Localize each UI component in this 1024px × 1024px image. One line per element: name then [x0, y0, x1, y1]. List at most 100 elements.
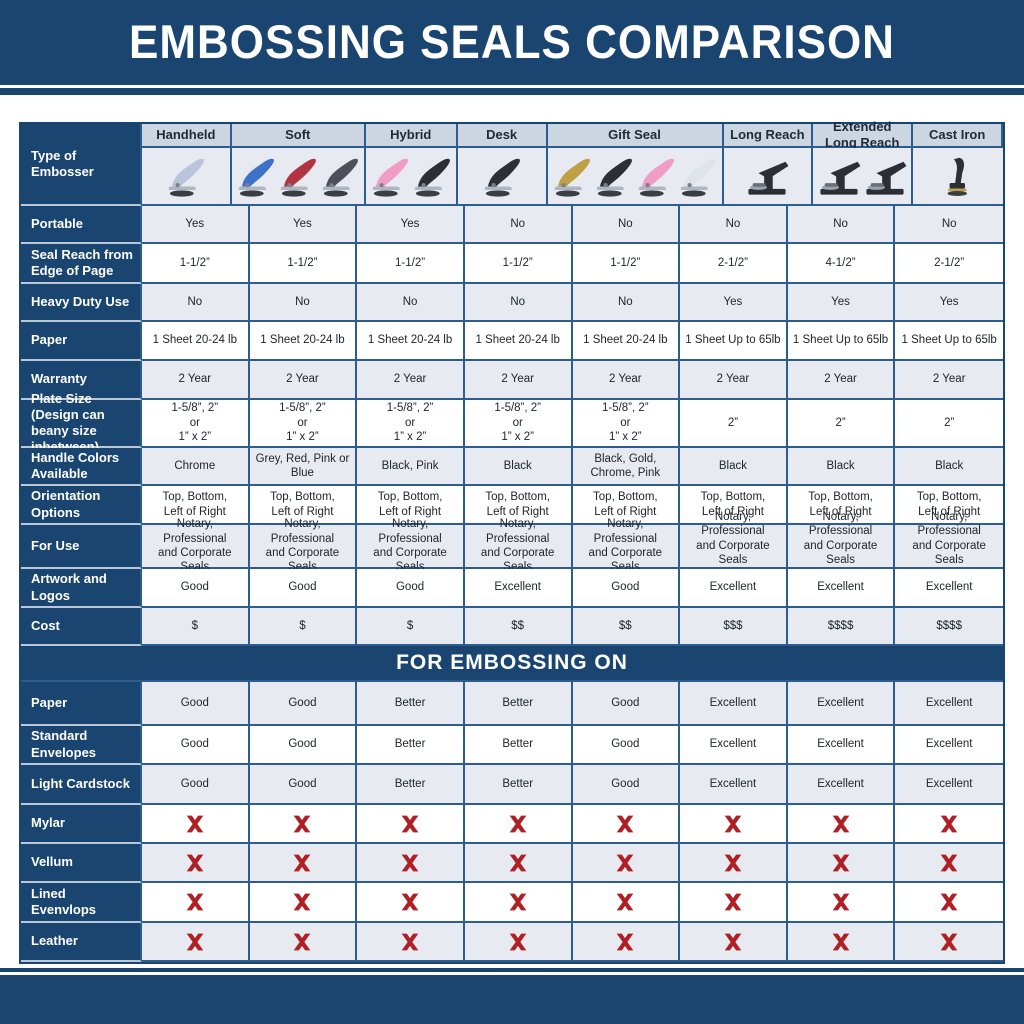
- spec-cell-seal-reach-from-edge-of-page-cast-iron: 2-1/2”: [895, 244, 1003, 284]
- column-header-long-reach: Long Reach: [723, 124, 814, 148]
- spec-cell-artwork-and-logos-cast-iron: Excellent: [895, 569, 1003, 608]
- embossing-cell-mylar-long-reach: [680, 805, 788, 844]
- spec-cell-portable-desk: No: [464, 206, 573, 244]
- row-label-leather: Leather: [21, 923, 142, 962]
- spec-cell-for-use-hybrid: Notary, Professional and Corporate Seals: [357, 518, 465, 573]
- spec-cell-paper-cast-iron: 1 Sheet Up to 65lb: [895, 322, 1003, 361]
- column-header-desk: Desk: [457, 124, 548, 148]
- spec-cell-orientation-options-soft: Top, Bottom, Left of Right: [249, 486, 358, 525]
- red-x-icon: [509, 854, 527, 871]
- spec-cell-seal-reach-from-edge-of-page-soft: 1-1/2”: [249, 244, 358, 284]
- spec-cell-heavy-duty-use-long-reach: Yes: [680, 284, 788, 322]
- hand-embosser-image: [238, 158, 274, 197]
- embossing-cell-standard-envelopes-extended-long-reach: Excellent: [787, 726, 896, 765]
- spec-cell-orientation-options-handheld: Top, Bottom, Left of Right: [142, 486, 250, 525]
- hand-embosser-image: [638, 158, 674, 197]
- spec-cell-warranty-hybrid: 2 Year: [357, 361, 465, 400]
- embossing-cell-lined-evenvlops-soft: [249, 883, 358, 923]
- product-image-cell-gift-seal: [547, 148, 724, 206]
- comparison-table: Type of Embosser Handheld Soft Hybrid Desk Gi…: [19, 119, 1005, 964]
- product-image-cell-soft: [231, 148, 366, 206]
- spec-cell-cost-gift-seal: $$: [572, 608, 681, 646]
- embossing-cell-paper-handheld: Good: [142, 682, 250, 726]
- spec-cell-for-use-soft: Notary, Professional and Corporate Seals: [249, 518, 358, 573]
- press-embosser-image: [820, 161, 861, 195]
- row-label-paper: Paper: [21, 682, 142, 726]
- red-x-icon: [832, 815, 849, 832]
- spec-cell-handle-colors-available-desk: Black: [464, 448, 573, 486]
- embossing-cell-leather-handheld: [142, 923, 250, 962]
- red-x-icon: [401, 815, 419, 832]
- spec-cell-orientation-options-extended-long-reach: Top, Bottom, Left of Right: [787, 486, 896, 525]
- spec-cell-artwork-and-logos-soft: Good: [249, 569, 358, 608]
- spec-cell-paper-gift-seal: 1 Sheet 20-24 lb: [572, 322, 681, 361]
- red-x-icon: [509, 893, 527, 911]
- spec-cell-heavy-duty-use-handheld: No: [142, 284, 250, 322]
- red-x-icon: [940, 854, 958, 871]
- spec-cell-for-use-desk: Notary, Professional and Corporate Seals: [464, 518, 573, 573]
- embossing-cell-leather-long-reach: [680, 923, 788, 962]
- hand-embosser-image: [596, 158, 632, 197]
- row-label-warranty: Warranty: [21, 361, 142, 400]
- spec-cell-heavy-duty-use-hybrid: No: [357, 284, 465, 322]
- row-label-handle-colors-available: Handle Colors Available: [21, 448, 142, 486]
- embossing-cell-paper-hybrid: Better: [357, 682, 465, 726]
- spec-cell-handle-colors-available-gift-seal: Black, Gold, Chrome, Pink: [572, 448, 681, 486]
- hand-embosser-image: [372, 158, 408, 197]
- red-x-icon: [832, 933, 849, 950]
- spec-cell-portable-extended-long-reach: No: [787, 206, 896, 244]
- column-header-cast-iron: Cast Iron: [913, 124, 1003, 148]
- row-label-light-cardstock: Light Cardstock: [21, 765, 142, 805]
- red-x-icon: [940, 933, 958, 950]
- spec-cell-paper-hybrid: 1 Sheet 20-24 lb: [357, 322, 465, 361]
- spec-cell-warranty-cast-iron: 2 Year: [895, 361, 1003, 400]
- embossing-cell-mylar-cast-iron: [895, 805, 1003, 844]
- row-label-vellum: Vellum: [21, 844, 142, 883]
- row-label-artwork-and-logos: Artwork and Logos: [21, 569, 142, 608]
- spec-cell-handle-colors-available-soft: Grey, Red, Pink or Blue: [249, 448, 358, 486]
- red-x-icon: [401, 933, 419, 950]
- hand-embosser-image: [280, 158, 316, 197]
- red-x-icon: [724, 933, 742, 950]
- hand-embosser-image: [484, 158, 520, 197]
- spec-cell-warranty-gift-seal: 2 Year: [572, 361, 681, 400]
- spec-cell-handle-colors-available-cast-iron: Black: [895, 448, 1003, 486]
- embossing-cell-paper-soft: Good: [249, 682, 358, 726]
- row-label-paper: Paper: [21, 322, 142, 361]
- spec-cell-portable-gift-seal: No: [572, 206, 681, 244]
- red-x-icon: [294, 893, 311, 911]
- spec-cell-cost-hybrid: $: [357, 608, 465, 646]
- footer-band: [0, 975, 1024, 1024]
- spec-cell-cost-cast-iron: $$$$: [895, 608, 1003, 646]
- column-header-soft: Soft: [231, 124, 366, 148]
- row-label-mylar: Mylar: [21, 805, 142, 844]
- red-x-icon: [186, 933, 204, 950]
- embossing-cell-vellum-handheld: [142, 844, 250, 883]
- spec-cell-artwork-and-logos-handheld: Good: [142, 569, 250, 608]
- embossing-cell-mylar-soft: [249, 805, 358, 844]
- product-image-cell-handheld: [142, 148, 232, 206]
- spec-cell-orientation-options-cast-iron: Top, Bottom, Left of Right: [895, 486, 1003, 525]
- spec-cell-artwork-and-logos-long-reach: Excellent: [680, 569, 788, 608]
- red-x-icon: [294, 854, 311, 871]
- embossing-cell-lined-evenvlops-hybrid: [357, 883, 465, 923]
- divider-line-white: [0, 85, 1024, 88]
- spec-cell-handle-colors-available-long-reach: Black: [680, 448, 788, 486]
- spec-cell-warranty-long-reach: 2 Year: [680, 361, 788, 400]
- spec-cell-portable-soft: Yes: [249, 206, 358, 244]
- spec-cell-plate-size-design-can-beany-size-inbetween-gift-seal: 1-5/8”, 2” or 1” x 2”: [572, 400, 681, 448]
- spec-cell-heavy-duty-use-extended-long-reach: Yes: [787, 284, 896, 322]
- product-image-cell-extended-long-reach: [813, 148, 914, 206]
- spec-cell-portable-long-reach: No: [680, 206, 788, 244]
- red-x-icon: [832, 893, 849, 911]
- footer: [0, 968, 1024, 1024]
- embossing-cell-lined-evenvlops-cast-iron: [895, 883, 1003, 923]
- title-banner: EMBOSSING SEALS COMPARISON: [0, 0, 1024, 85]
- column-header-hybrid: Hybrid: [365, 124, 458, 148]
- red-x-icon: [509, 815, 527, 832]
- footer-line-navy: [0, 968, 1024, 972]
- spec-cell-orientation-options-long-reach: Top, Bottom, Left of Right: [680, 486, 788, 525]
- hand-embosser-image: [168, 158, 204, 197]
- red-x-icon: [186, 854, 204, 871]
- row-label-plate-size-design-can-beany-size-inbetween: Plate Size (Design can beany size inbetw…: [21, 391, 142, 454]
